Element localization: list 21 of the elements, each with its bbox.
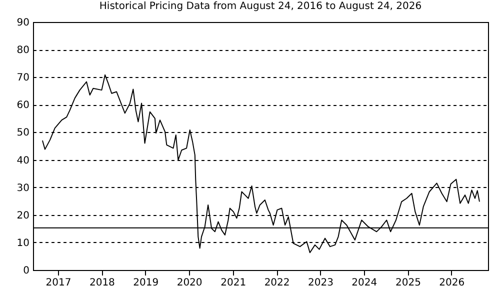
y-tick-label: 20	[16, 210, 30, 222]
y-tick-label: 80	[16, 45, 30, 56]
x-tick-label: 2026	[439, 278, 465, 288]
y-tick-label: 0	[23, 266, 30, 276]
y-tick-label: 40	[16, 155, 30, 166]
y-tick-label: 10	[16, 238, 30, 249]
y-tick-label: 50	[16, 128, 30, 139]
x-tick-label: 2017	[46, 278, 72, 288]
x-tick-label: 2023	[308, 278, 334, 288]
x-tick-label: 2022	[264, 278, 290, 288]
x-tick-label: 2025	[395, 278, 421, 288]
x-tick-label: 2019	[133, 278, 159, 288]
y-tick-label: 30	[16, 182, 30, 194]
chart-title: Historical Pricing Data from August 24, 2016 to August 24, 2026	[99, 1, 422, 12]
x-tick-label: 2024	[352, 278, 378, 288]
x-tick-label: 2021	[220, 278, 246, 288]
y-tick-label: 70	[16, 72, 30, 84]
y-tick-label: 60	[16, 100, 30, 112]
x-tick-label: 2018	[89, 278, 115, 288]
y-tick-label: 90	[16, 18, 30, 28]
x-tick-label: 2020	[176, 278, 202, 288]
